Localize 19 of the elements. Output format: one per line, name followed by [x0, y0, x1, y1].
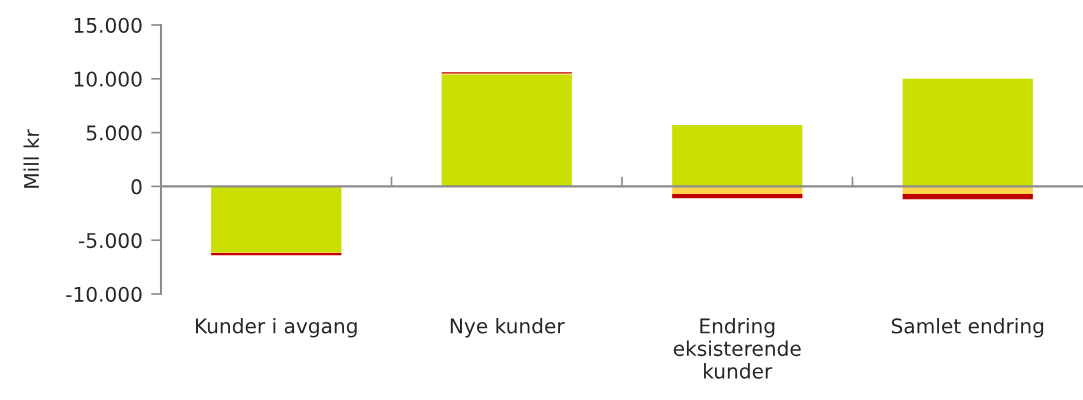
bar	[211, 186, 342, 253]
y-axis-title: Mill kr	[23, 129, 39, 188]
y-tick-label: 15.000	[74, 17, 142, 33]
bar	[672, 193, 803, 199]
bar	[672, 186, 803, 194]
bar	[902, 78, 1033, 187]
bar	[441, 74, 572, 187]
y-tick-label: 10.000	[74, 71, 142, 87]
y-tick-label: 0	[131, 179, 142, 195]
x-tick-label: Kunder i avgang	[195, 318, 357, 338]
bar	[902, 186, 1033, 194]
x-tick-label: Samlet endring	[891, 318, 1044, 338]
x-tick-label: Endring eksisterende kunder	[673, 318, 801, 379]
x-tick-label: Nye kunder	[450, 318, 565, 338]
y-tick-label: 5.000	[86, 125, 142, 141]
bar	[902, 193, 1033, 200]
y-tick-label: -5.000	[79, 232, 142, 249]
bar	[672, 125, 803, 187]
y-tick-label: -10.000	[66, 286, 142, 302]
